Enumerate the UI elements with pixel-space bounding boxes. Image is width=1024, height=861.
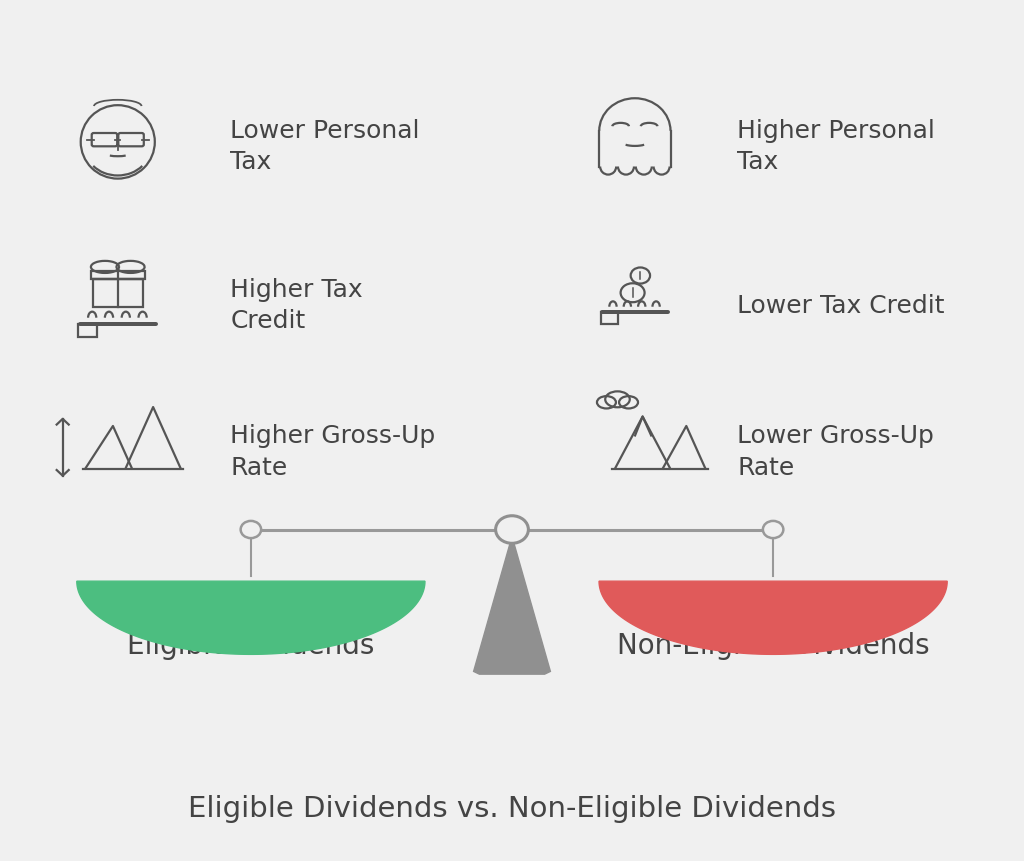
Circle shape: [496, 516, 528, 543]
Polygon shape: [77, 581, 425, 654]
Polygon shape: [473, 536, 551, 674]
Polygon shape: [599, 581, 947, 654]
Text: Eligible Dividends: Eligible Dividends: [127, 632, 375, 660]
Text: Eligible Dividends vs. Non-Eligible Dividends: Eligible Dividends vs. Non-Eligible Divi…: [188, 796, 836, 823]
Text: Non-Eligible Dividends: Non-Eligible Dividends: [616, 632, 930, 660]
Text: Higher Tax
Credit: Higher Tax Credit: [230, 278, 364, 333]
Text: Higher Gross-Up
Rate: Higher Gross-Up Rate: [230, 424, 435, 480]
Circle shape: [763, 521, 783, 538]
Text: Lower Tax Credit: Lower Tax Credit: [737, 294, 945, 318]
Text: Higher Personal
Tax: Higher Personal Tax: [737, 119, 935, 174]
Text: Lower Personal
Tax: Lower Personal Tax: [230, 119, 420, 174]
Text: Lower Gross-Up
Rate: Lower Gross-Up Rate: [737, 424, 934, 480]
Circle shape: [241, 521, 261, 538]
